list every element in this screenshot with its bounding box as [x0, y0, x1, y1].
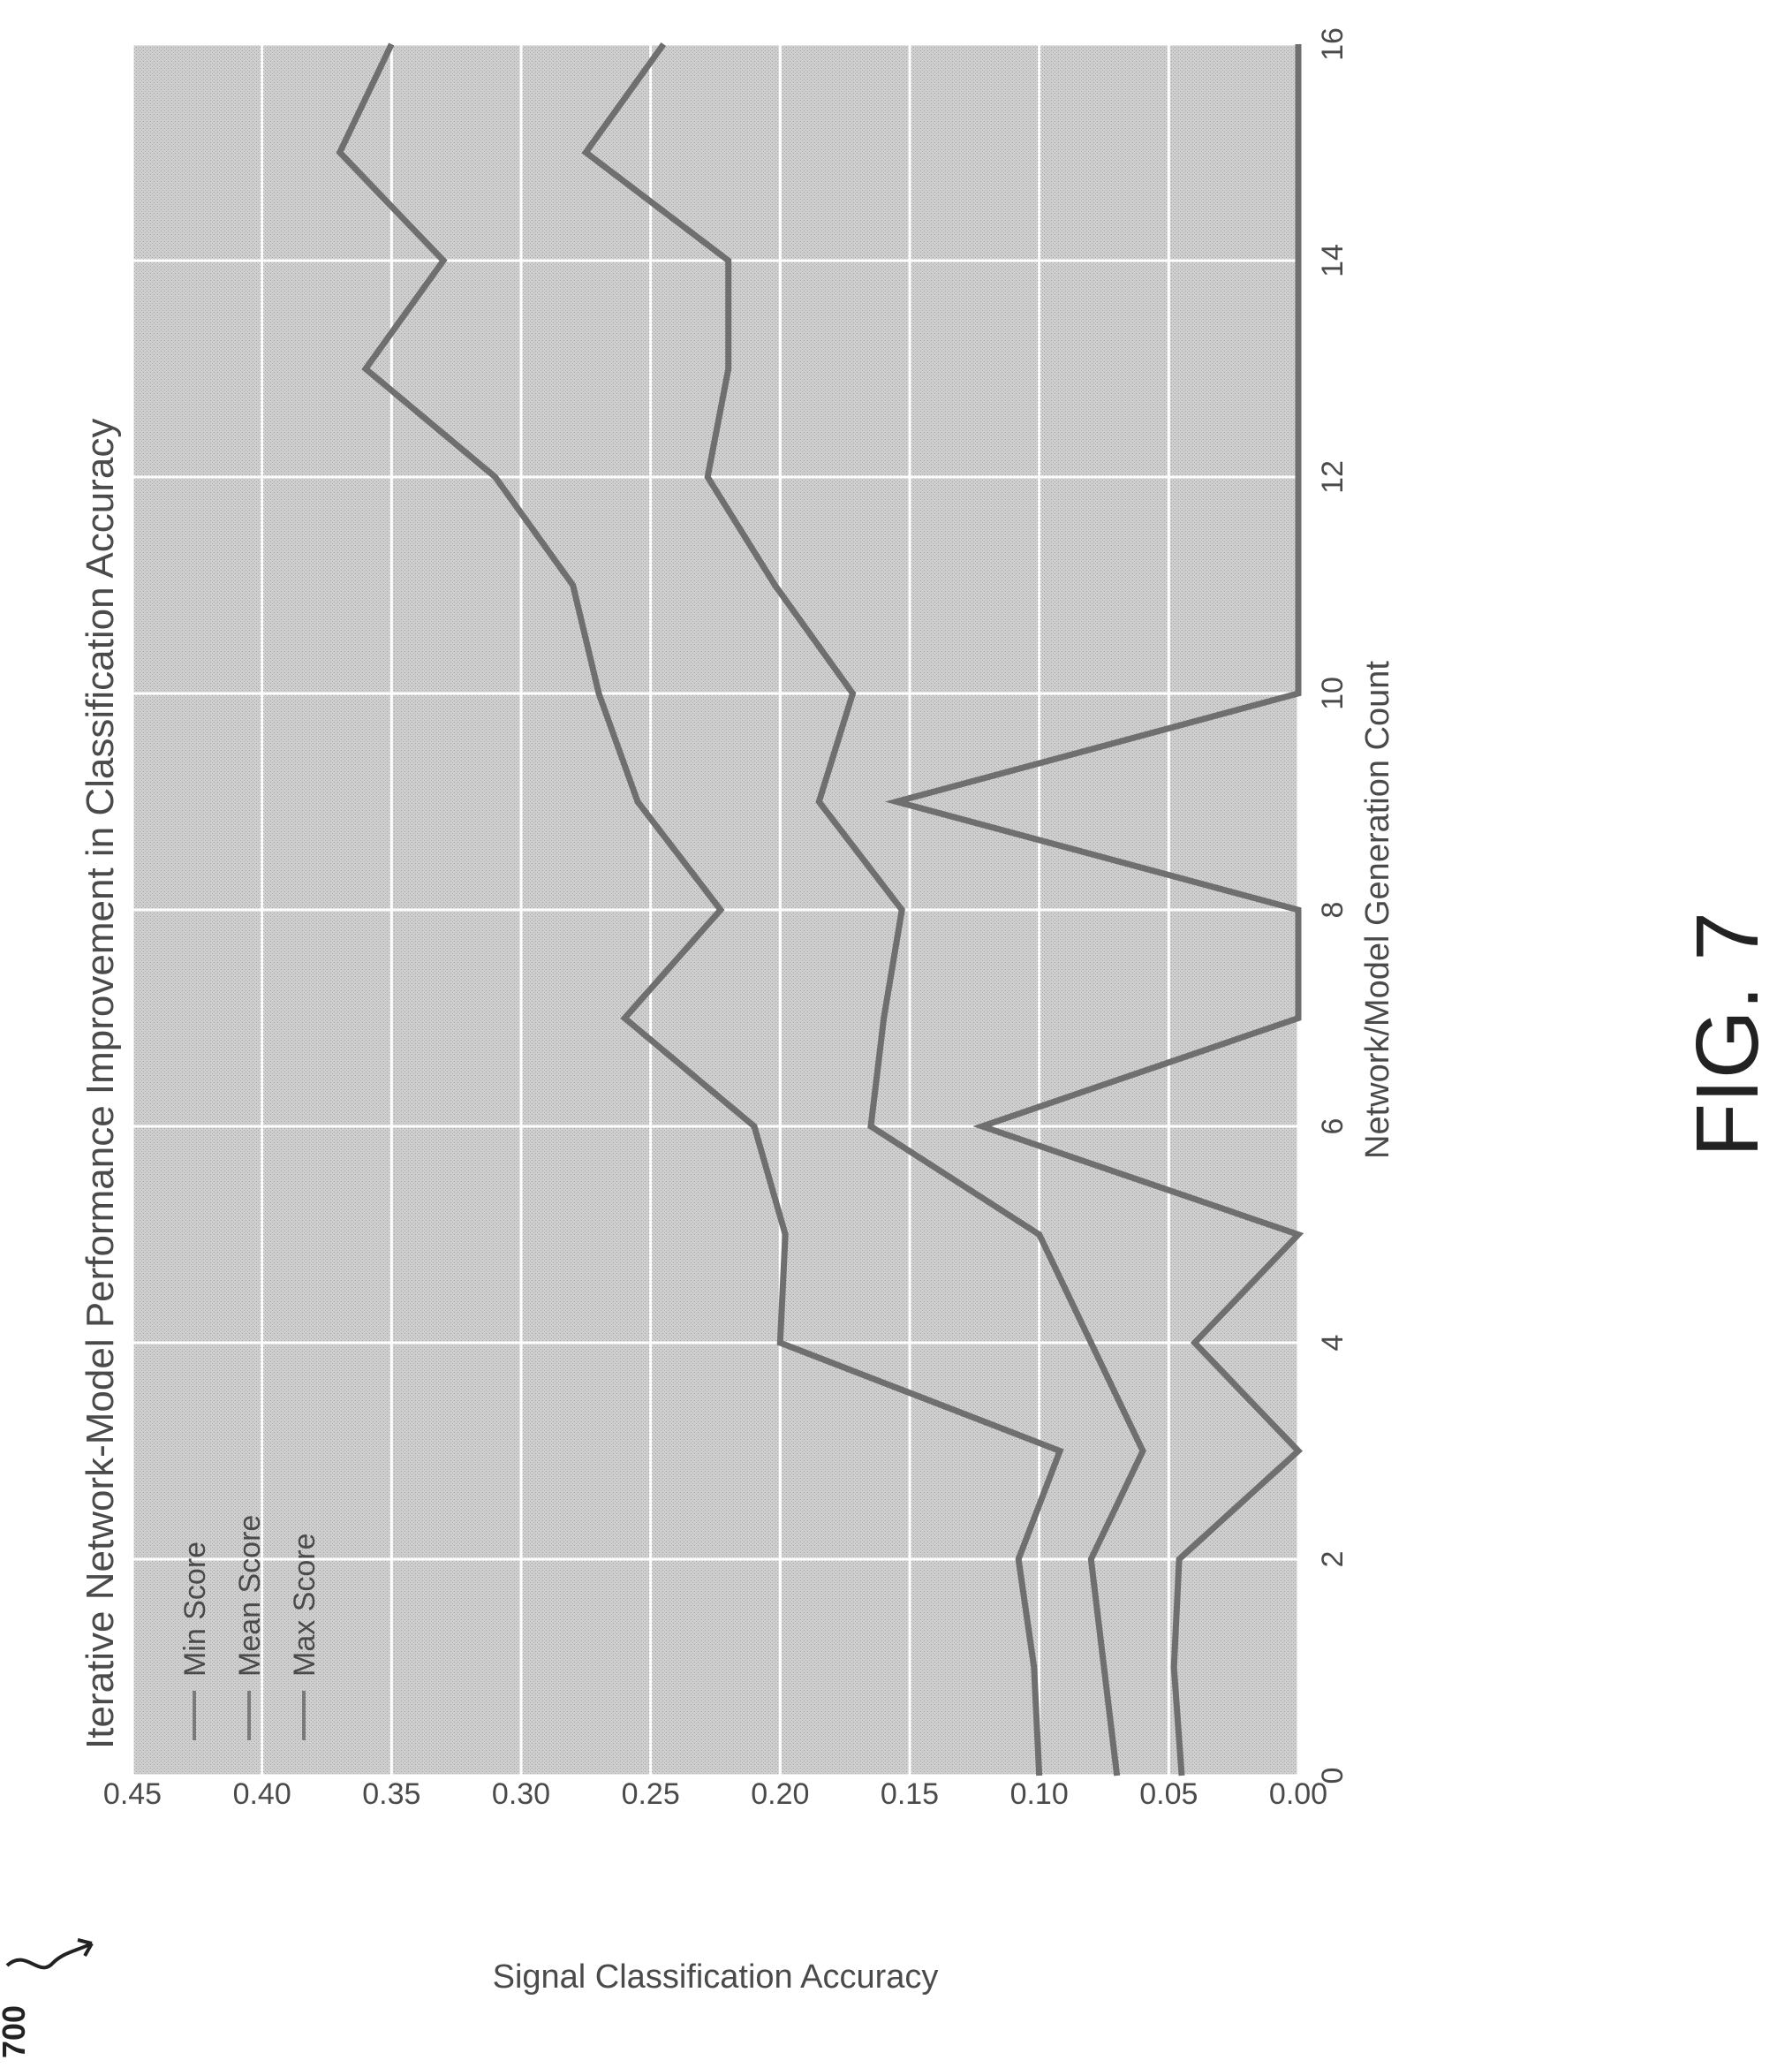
y-tick-label: 0.05 [1139, 1777, 1198, 1811]
y-tick-label: 0.15 [881, 1777, 939, 1811]
legend: Min Score Mean Score Max Score [178, 1515, 321, 1740]
y-axis-ticks: 0.00 0.05 0.10 0.15 0.20 0.25 0.30 0.35 0.40 0.45 [103, 1777, 1327, 1811]
reference-numeral: 700 [0, 1938, 94, 2058]
y-tick-label: 0.40 [233, 1777, 291, 1811]
legend-label-min: Min Score [178, 1542, 212, 1677]
y-tick-label: 0.30 [492, 1777, 550, 1811]
reference-arrow [5, 1942, 93, 1970]
x-axis-label: Network/Model Generation Count [1359, 661, 1396, 1159]
y-axis-label: Signal Classification Accuracy [493, 1958, 939, 1996]
x-tick-label: 12 [1316, 460, 1350, 494]
chart-title: Iterative Network-Model Performance Impr… [79, 419, 122, 1749]
series-line-max-score [336, 42, 1064, 1776]
figure-caption: FIG. 7 [1678, 912, 1777, 1157]
x-tick-label: 8 [1316, 902, 1350, 919]
reference-number: 700 [0, 2005, 32, 2058]
series-line-min-score [884, 44, 1304, 1776]
series-line-mean-score [581, 42, 1146, 1776]
y-tick-label: 0.00 [1269, 1777, 1327, 1811]
x-tick-label: 16 [1316, 27, 1350, 61]
x-tick-label: 6 [1316, 1118, 1350, 1135]
x-tick-label: 2 [1316, 1551, 1350, 1568]
line-chart: Iterative Network-Model Performance Impr… [79, 27, 1396, 1996]
reference-arrowhead [77, 1938, 94, 1957]
y-tick-label: 0.20 [751, 1777, 809, 1811]
x-tick-label: 14 [1316, 244, 1350, 277]
y-tick-label: 0.35 [362, 1777, 420, 1811]
y-tick-label: 0.45 [103, 1777, 162, 1811]
x-tick-label: 0 [1316, 1768, 1350, 1784]
x-tick-label: 10 [1316, 677, 1350, 710]
series-lines [336, 42, 1304, 1776]
x-tick-label: 4 [1316, 1335, 1350, 1352]
legend-label-mean: Mean Score [233, 1515, 267, 1677]
x-axis-ticks: 0 2 4 6 8 10 12 14 16 [1316, 27, 1350, 1784]
legend-label-max: Max Score [288, 1534, 321, 1678]
y-tick-label: 0.25 [622, 1777, 680, 1811]
y-tick-label: 0.10 [1010, 1777, 1069, 1811]
